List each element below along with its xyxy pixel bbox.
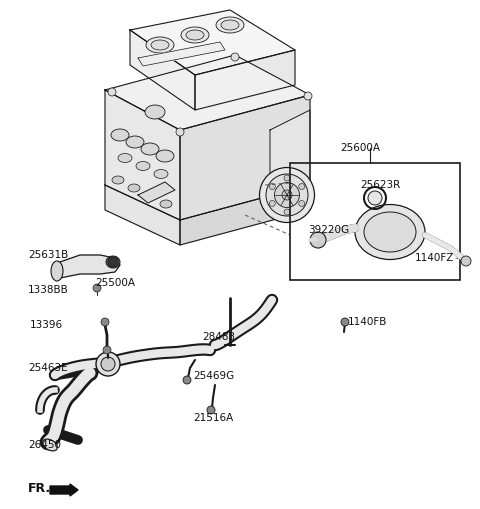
Ellipse shape [43,439,58,451]
Polygon shape [130,10,295,75]
Text: 13396: 13396 [30,320,63,330]
FancyArrow shape [50,484,78,496]
Ellipse shape [145,105,165,119]
Ellipse shape [151,40,169,50]
Circle shape [231,53,239,61]
Circle shape [269,201,275,207]
Ellipse shape [118,154,132,162]
Ellipse shape [112,176,124,184]
Polygon shape [180,185,310,245]
Circle shape [101,318,109,326]
Circle shape [103,346,111,354]
Polygon shape [138,42,225,66]
Circle shape [341,318,349,326]
Text: 25469G: 25469G [193,371,234,381]
Circle shape [269,184,275,189]
Circle shape [299,201,305,207]
Polygon shape [105,185,180,245]
Ellipse shape [146,37,174,53]
Ellipse shape [136,161,150,171]
Ellipse shape [126,136,144,148]
Text: 25631B: 25631B [28,250,68,260]
Text: 25463E: 25463E [28,363,68,373]
Text: 21516A: 21516A [193,413,233,423]
Bar [290,163,460,280]
Ellipse shape [275,183,300,208]
Text: 1140FZ: 1140FZ [415,253,455,263]
Ellipse shape [141,143,159,155]
Text: 25500A: 25500A [95,278,135,288]
Text: 1338BB: 1338BB [28,285,69,295]
Circle shape [461,256,471,266]
Circle shape [176,128,184,136]
Ellipse shape [266,174,308,216]
Circle shape [284,209,290,215]
Ellipse shape [282,190,292,200]
Polygon shape [105,55,310,130]
Polygon shape [55,255,120,278]
Ellipse shape [154,169,168,179]
Circle shape [108,88,116,96]
Circle shape [284,175,290,181]
Circle shape [108,257,118,267]
Circle shape [183,376,191,384]
Text: 25600A: 25600A [340,143,380,153]
Ellipse shape [186,30,204,40]
Ellipse shape [128,184,140,192]
Ellipse shape [216,17,244,33]
Ellipse shape [160,200,172,208]
Ellipse shape [156,150,174,162]
Polygon shape [105,90,180,220]
Polygon shape [138,182,175,203]
Ellipse shape [51,261,63,281]
Polygon shape [130,30,195,110]
Circle shape [93,284,101,292]
Text: 1140FB: 1140FB [348,317,387,327]
Circle shape [310,232,326,248]
Ellipse shape [111,129,129,141]
Circle shape [304,92,312,100]
Ellipse shape [221,20,239,30]
Text: FR.: FR. [28,482,51,495]
Ellipse shape [144,192,156,200]
Text: 26450: 26450 [28,440,61,450]
Ellipse shape [181,27,209,43]
Circle shape [101,357,115,371]
Ellipse shape [260,167,314,222]
Text: 28483: 28483 [202,332,235,342]
Circle shape [207,406,215,414]
Text: 25623R: 25623R [360,180,400,190]
Text: 39220G: 39220G [308,225,349,235]
Ellipse shape [355,205,425,260]
Circle shape [96,352,120,376]
Polygon shape [195,50,295,110]
Circle shape [299,184,305,189]
Ellipse shape [364,212,416,252]
Polygon shape [270,110,310,205]
Polygon shape [180,95,310,220]
Ellipse shape [368,191,382,205]
Ellipse shape [106,256,120,268]
